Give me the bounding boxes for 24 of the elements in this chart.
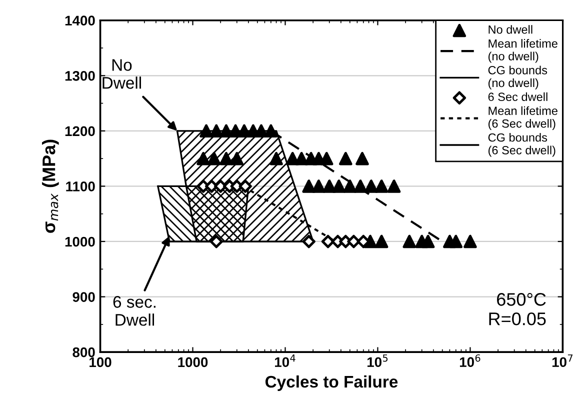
x-tick-label: 10$^{5}$ [367,354,388,368]
legend-label: Mean lifetime (no dwell) [488,39,558,63]
annotation: 650°C R=0.05 [489,293,546,326]
annotation: No Dwell [102,59,141,89]
x-tick-label: 1000 [178,357,208,368]
y-tick-label: 800 [72,347,95,358]
annotation: 6 sec. Dwell [113,296,156,326]
y-tick-label: 1000 [65,236,95,247]
legend-label: CG bounds (6 Sec dwell) [488,133,556,157]
y-tick-label: 1300 [65,70,95,81]
legend-label: 6 Sec dwell [488,92,548,102]
y-axis-title: σ$_{max}$ (MPa) [42,140,59,233]
legend-label: CG bounds (no dwell) [488,66,548,90]
legend-label: No dwell [488,25,532,34]
y-tick-label: 1100 [66,182,95,192]
x-tick-label: 100 [90,357,112,368]
y-tick-label: 1200 [65,126,95,136]
x-tick-label: 10$^{4}$ [275,354,296,368]
y-tick-label: 900 [72,292,95,302]
x-axis-title: Cycles to Failure [265,375,398,391]
y-tick-label: 1400 [65,16,95,26]
x-tick-label: 10$^{7}$ [552,354,573,368]
x-tick-label: 10$^{6}$ [460,354,480,368]
legend-label: Mean lifetime (6 Sec dwell) [488,106,558,130]
